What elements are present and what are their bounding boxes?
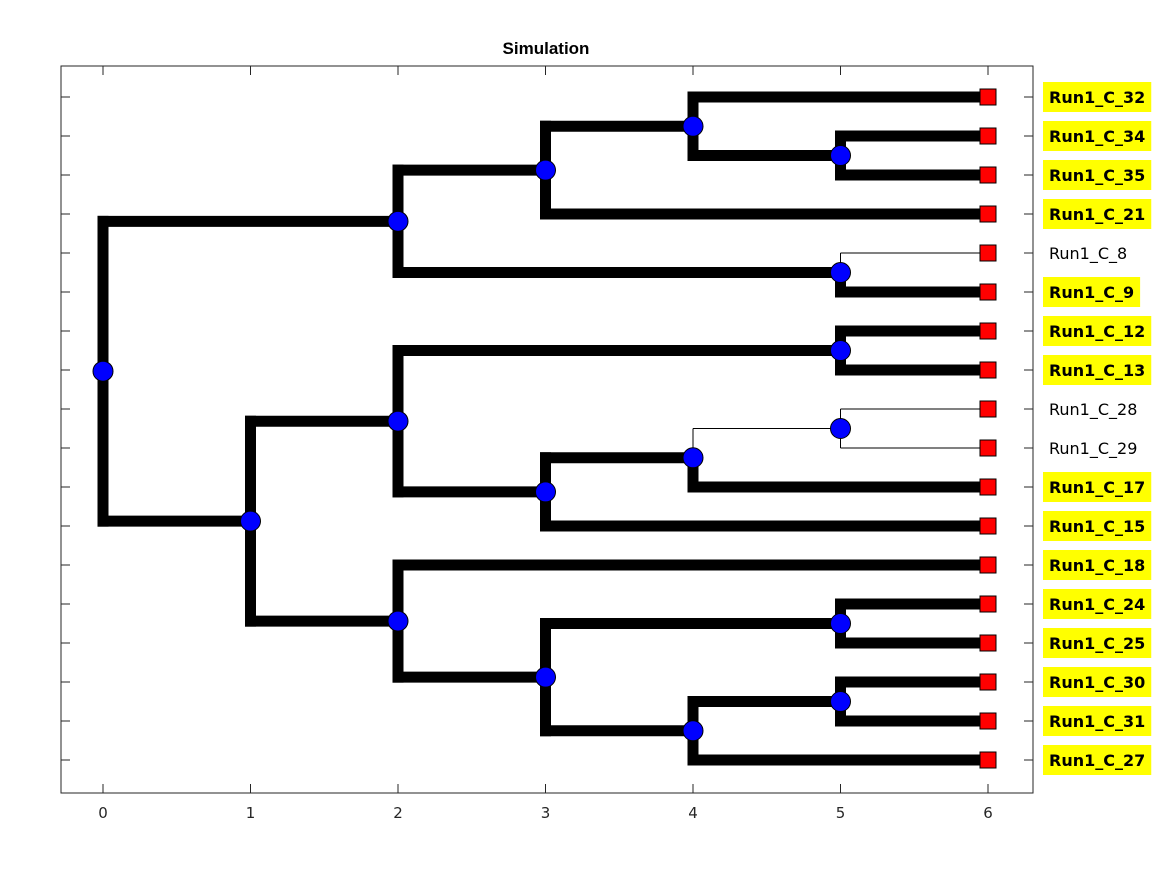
leaf-node-marker (979, 400, 997, 418)
plot-title: Simulation (503, 39, 590, 58)
internal-node-marker (535, 481, 556, 503)
leaf-label: Run1_C_28 (1049, 400, 1137, 420)
leaf-label: Run1_C_25 (1049, 634, 1145, 653)
x-tick-label: 5 (836, 804, 846, 822)
leaf-label-highlight (1043, 667, 1152, 697)
leaf-node-marker (979, 244, 997, 262)
leaf-label-highlight (1043, 199, 1152, 229)
leaf-node-marker (979, 205, 997, 223)
leaf-label-highlight (1043, 706, 1152, 736)
leaf-label: Run1_C_30 (1049, 673, 1145, 692)
tree-branches (97, 91, 994, 766)
leaf-label-highlight (1043, 745, 1152, 775)
x-tick-label: 3 (541, 804, 551, 822)
leaf-label-highlight (1043, 628, 1152, 658)
leaf-label: Run1_C_18 (1049, 556, 1145, 575)
leaf-labels: Run1_C_32 Run1_C_34 Run1_C_35 Run1_C_21 Run1… (1043, 82, 1152, 775)
x-tick-label: 0 (98, 804, 108, 822)
leaf-label: Run1_C_34 (1049, 127, 1145, 146)
leaf-label: Run1_C_27 (1049, 751, 1145, 770)
leaf-label-highlight (1043, 160, 1152, 190)
leaf-label-highlight (1043, 277, 1141, 307)
leaf-label: Run1_C_35 (1049, 166, 1145, 185)
x-tick-label: 4 (688, 804, 698, 822)
leaf-label: Run1_C_8 (1049, 244, 1127, 264)
leaf-label: Run1_C_9 (1049, 283, 1134, 302)
x-tick-label: 1 (246, 804, 256, 822)
internal-node-marker (830, 145, 851, 166)
axis-ticks (61, 66, 1033, 793)
x-tick-labels: 0 1 2 3 4 5 6 (98, 804, 993, 822)
leaf-node-marker (979, 283, 997, 301)
internal-node-marker (387, 610, 409, 632)
internal-node-marker (830, 262, 851, 283)
leaf-label: Run1_C_21 (1049, 205, 1145, 224)
leaf-label-highlight (1043, 589, 1152, 619)
internal-node-marker (535, 666, 556, 688)
internal-node-marker (92, 360, 114, 382)
internal-node-marker (682, 115, 704, 137)
internal-node-marker (830, 691, 851, 712)
internal-node-marker (535, 159, 556, 181)
leaf-label: Run1_C_15 (1049, 517, 1145, 536)
leaf-label-highlight (1043, 82, 1152, 112)
leaf-label: Run1_C_13 (1049, 361, 1145, 380)
internal-node-marker (830, 340, 851, 361)
leaf-label: Run1_C_24 (1049, 595, 1145, 614)
leaf-node-marker (979, 478, 997, 496)
leaf-node-marker (979, 673, 997, 691)
internal-node-marker (830, 418, 851, 439)
leaf-node-marker (979, 634, 997, 652)
internal-node-marker (830, 613, 851, 634)
tree-nodes (92, 88, 997, 769)
leaf-label-highlight (1043, 511, 1152, 541)
leaf-node-marker (979, 556, 997, 574)
internal-node-marker (682, 720, 704, 742)
leaf-label-highlight (1043, 121, 1152, 151)
leaf-node-marker (979, 166, 997, 184)
x-tick-label: 2 (393, 804, 403, 822)
leaf-label: Run1_C_31 (1049, 712, 1145, 731)
leaf-label-highlight (1043, 550, 1152, 580)
leaf-label-highlight (1043, 472, 1152, 502)
internal-node-marker (387, 210, 409, 232)
leaf-node-marker (979, 595, 997, 613)
leaf-node-marker (979, 88, 997, 106)
leaf-label: Run1_C_17 (1049, 478, 1145, 497)
leaf-node-marker (979, 439, 997, 457)
leaf-node-marker (979, 712, 997, 730)
leaf-label: Run1_C_29 (1049, 439, 1137, 459)
leaf-label: Run1_C_12 (1049, 322, 1145, 341)
leaf-label-highlight (1043, 316, 1152, 346)
internal-node-marker (387, 410, 409, 432)
internal-node-marker (240, 510, 261, 532)
leaf-node-marker (979, 361, 997, 379)
leaf-node-marker (979, 517, 997, 535)
internal-node-marker (682, 447, 704, 469)
x-tick-label: 6 (983, 804, 993, 822)
leaf-node-marker (979, 322, 997, 340)
leaf-label-highlight (1043, 355, 1152, 385)
leaf-node-marker (979, 127, 997, 145)
leaf-node-marker (979, 751, 997, 769)
leaf-label: Run1_C_32 (1049, 88, 1145, 107)
